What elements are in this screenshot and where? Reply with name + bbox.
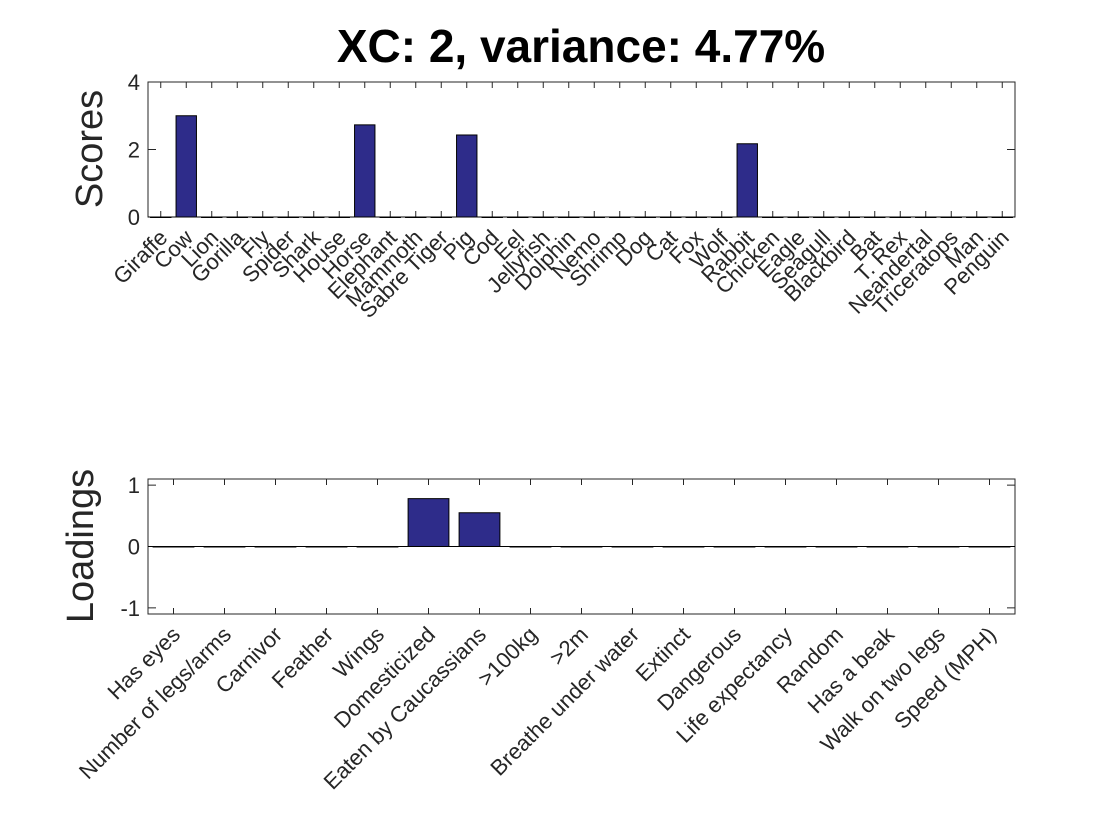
top-bar-house xyxy=(328,216,350,218)
top-bar-spider xyxy=(277,216,299,218)
bottom-bar-life-expectancy xyxy=(764,546,807,548)
top-ytick-label: 0 xyxy=(128,205,140,230)
chart-title: XC: 2, variance: 4.77% xyxy=(337,20,825,72)
top-bar-sabre-tiger xyxy=(430,216,452,218)
bottom-bar-carnivor xyxy=(254,546,297,548)
bottom-bar-wings xyxy=(356,546,399,548)
bottom-bar-has-a-beak xyxy=(866,546,909,548)
top-bar-lion xyxy=(201,216,223,218)
bottom-bar--2m xyxy=(560,546,603,548)
top-bar-cow xyxy=(175,115,197,218)
top-bar-blackbird xyxy=(838,216,860,218)
top-bar-dolphin xyxy=(558,216,580,218)
bottom-bar-domesticized xyxy=(407,498,450,547)
top-bar-neandertal xyxy=(915,216,937,218)
top-bar-triceratops xyxy=(940,216,962,218)
top-bar-cod xyxy=(481,216,503,218)
bottom-bar-breathe-under-water xyxy=(611,546,654,548)
top-ytick-label: 2 xyxy=(128,138,140,163)
top-bar-wolf xyxy=(711,216,733,218)
bottom-ytick-label: 0 xyxy=(128,535,140,560)
bottom-bar-number-of-legs-arms xyxy=(203,546,246,548)
top-bar-nemo xyxy=(583,216,605,218)
top-bar-penguin xyxy=(991,216,1013,218)
bottom-bar--100kg xyxy=(509,546,552,548)
top-bar-elephant xyxy=(379,216,401,218)
top-bar-bat xyxy=(864,216,886,218)
bottom-bar-extinct xyxy=(662,546,705,548)
top-bar-horse xyxy=(354,124,376,218)
bottom-bar-random xyxy=(815,546,858,548)
top-bar-eel xyxy=(507,216,529,218)
top-bar-t-rex xyxy=(889,216,911,218)
bottom-ytick-label: -1 xyxy=(120,596,140,621)
scores-y-axis-label: Scores xyxy=(69,90,111,208)
top-ytick-label: 4 xyxy=(128,70,140,95)
top-bar-man xyxy=(966,216,988,218)
top-bar-fox xyxy=(685,216,707,218)
top-bar-gorilla xyxy=(226,216,248,218)
bottom-bar-feather xyxy=(305,546,348,548)
top-bar-shark xyxy=(303,216,325,218)
top-bar-eagle xyxy=(787,216,809,218)
top-bar-jellyfish xyxy=(532,216,554,218)
top-bar-cat xyxy=(660,216,682,218)
top-bar-pig xyxy=(456,134,478,218)
bottom-bar-dangerous xyxy=(713,546,756,548)
top-bar-giraffe xyxy=(150,216,172,218)
top-bar-mammoth xyxy=(405,216,427,218)
bottom-bar-walk-on-two-legs xyxy=(917,546,960,548)
top-bar-fly xyxy=(252,216,274,218)
bottom-bar-speed-mph- xyxy=(968,546,1011,548)
top-bar-seagull xyxy=(813,216,835,218)
top-bar-dog xyxy=(634,216,656,218)
scores-axes-box xyxy=(147,81,1016,218)
bottom-bar-has-eyes xyxy=(152,546,195,548)
top-bar-shrimp xyxy=(609,216,631,218)
bottom-ytick-label: 1 xyxy=(128,473,140,498)
scores-chart: Scores 024 GiraffeCowLionGorillaFlySpide… xyxy=(69,70,1016,323)
top-bar-rabbit xyxy=(736,143,758,218)
loadings-y-axis-label: Loadings xyxy=(60,469,102,623)
top-bar-chicken xyxy=(762,216,784,218)
bottom-bar-eaten-by-caucassians xyxy=(458,512,501,547)
